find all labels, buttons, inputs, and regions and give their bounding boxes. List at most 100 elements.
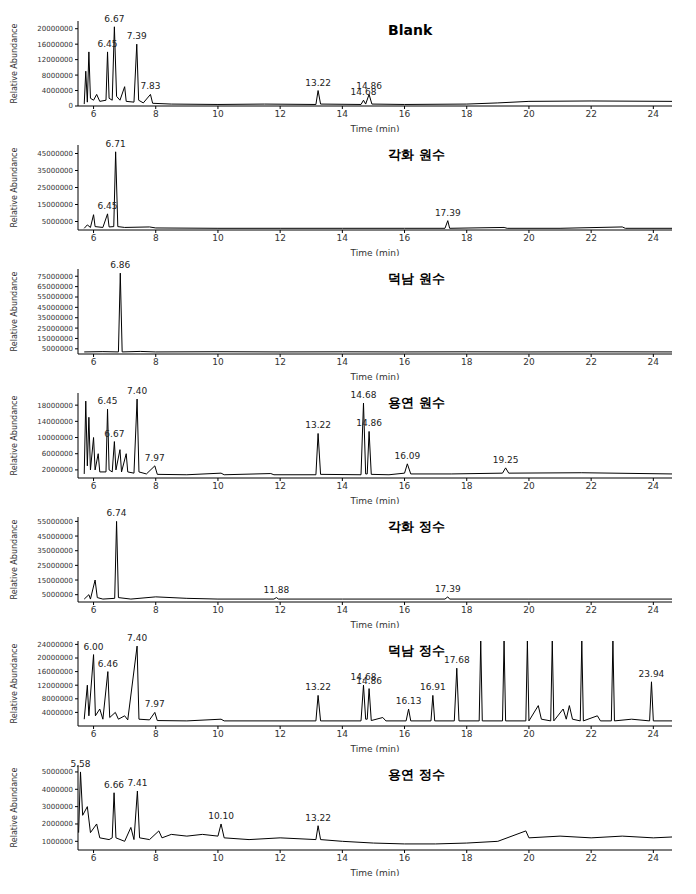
- svg-text:55000000: 55000000: [37, 518, 73, 526]
- svg-text:15000000: 15000000: [37, 335, 73, 343]
- svg-text:10: 10: [212, 109, 224, 119]
- svg-text:25000000: 25000000: [37, 184, 73, 192]
- svg-text:14.86: 14.86: [356, 81, 382, 91]
- svg-text:4000000: 4000000: [42, 786, 73, 794]
- svg-text:20: 20: [523, 233, 535, 243]
- svg-text:20: 20: [523, 109, 535, 119]
- svg-text:14: 14: [337, 357, 349, 367]
- svg-text:23.94: 23.94: [639, 669, 665, 679]
- svg-text:18: 18: [461, 481, 473, 491]
- svg-text:6000000: 6000000: [42, 450, 73, 458]
- svg-text:10: 10: [212, 357, 224, 367]
- svg-text:Time (min): Time (min): [350, 372, 400, 380]
- svg-text:12: 12: [274, 481, 285, 491]
- svg-text:14.86: 14.86: [356, 676, 382, 686]
- svg-text:12: 12: [274, 357, 285, 367]
- svg-text:12000000: 12000000: [37, 682, 73, 690]
- svg-text:16: 16: [399, 109, 411, 119]
- svg-text:45000000: 45000000: [37, 150, 73, 158]
- svg-text:Relative Abundance: Relative Abundance: [10, 23, 19, 103]
- svg-text:8: 8: [153, 605, 159, 615]
- svg-text:12: 12: [274, 729, 285, 739]
- svg-text:17.39: 17.39: [435, 208, 461, 218]
- svg-text:8: 8: [153, 853, 159, 863]
- svg-text:6.67: 6.67: [104, 14, 124, 24]
- svg-text:Time (min): Time (min): [350, 248, 400, 256]
- svg-text:22: 22: [585, 853, 596, 863]
- svg-text:35000000: 35000000: [37, 314, 73, 322]
- svg-text:12000000: 12000000: [37, 56, 73, 64]
- svg-text:8: 8: [153, 481, 159, 491]
- svg-text:8: 8: [153, 233, 159, 243]
- svg-text:2000000: 2000000: [42, 466, 73, 474]
- svg-text:14: 14: [337, 605, 349, 615]
- svg-text:7.83: 7.83: [140, 81, 160, 91]
- svg-text:45000000: 45000000: [37, 304, 73, 312]
- svg-text:14.86: 14.86: [356, 418, 382, 428]
- svg-text:55000000: 55000000: [37, 293, 73, 301]
- svg-text:4000000: 4000000: [42, 709, 73, 717]
- svg-text:16.09: 16.09: [394, 451, 420, 461]
- svg-text:7.97: 7.97: [145, 699, 165, 709]
- svg-text:24: 24: [648, 109, 660, 119]
- svg-text:14: 14: [337, 109, 349, 119]
- svg-text:24: 24: [648, 481, 660, 491]
- svg-text:6.74: 6.74: [107, 508, 127, 518]
- svg-text:1000000: 1000000: [42, 838, 73, 846]
- svg-text:10: 10: [212, 233, 224, 243]
- svg-text:10.10: 10.10: [208, 811, 234, 821]
- svg-text:6.00: 6.00: [84, 642, 104, 652]
- svg-text:12: 12: [274, 605, 285, 615]
- svg-text:14: 14: [337, 729, 349, 739]
- svg-text:15000000: 15000000: [37, 577, 73, 585]
- svg-text:11.88: 11.88: [264, 585, 290, 595]
- svg-text:24000000: 24000000: [37, 641, 73, 649]
- svg-text:6: 6: [91, 357, 97, 367]
- svg-text:6: 6: [91, 233, 97, 243]
- svg-text:75000000: 75000000: [37, 273, 73, 281]
- svg-text:7.40: 7.40: [127, 386, 147, 396]
- svg-text:7.97: 7.97: [145, 453, 165, 463]
- svg-text:20: 20: [523, 729, 535, 739]
- svg-text:6.86: 6.86: [110, 260, 130, 270]
- svg-text:12: 12: [274, 853, 285, 863]
- svg-text:18: 18: [461, 605, 473, 615]
- svg-text:4000000: 4000000: [42, 87, 73, 95]
- svg-text:16: 16: [399, 729, 411, 739]
- svg-text:7.39: 7.39: [127, 31, 147, 41]
- svg-text:16: 16: [399, 481, 411, 491]
- svg-text:Time (min): Time (min): [350, 744, 400, 752]
- svg-text:24: 24: [648, 357, 660, 367]
- svg-text:5000000: 5000000: [42, 591, 73, 599]
- svg-text:12: 12: [274, 233, 285, 243]
- svg-text:5000000: 5000000: [42, 218, 73, 226]
- svg-text:7.41: 7.41: [127, 778, 147, 788]
- svg-text:17.68: 17.68: [444, 655, 470, 665]
- svg-text:20: 20: [523, 853, 535, 863]
- svg-text:22: 22: [585, 481, 596, 491]
- svg-text:24: 24: [648, 605, 660, 615]
- svg-text:13.22: 13.22: [305, 682, 331, 692]
- svg-text:Relative Abundance: Relative Abundance: [10, 767, 19, 847]
- svg-text:18: 18: [461, 357, 473, 367]
- svg-text:14.68: 14.68: [351, 390, 377, 400]
- svg-text:12: 12: [274, 109, 285, 119]
- svg-text:24: 24: [648, 853, 660, 863]
- svg-text:Time (min): Time (min): [350, 124, 400, 132]
- svg-text:17.39: 17.39: [435, 584, 461, 594]
- svg-text:Relative Abundance: Relative Abundance: [10, 519, 19, 599]
- svg-text:15000000: 15000000: [37, 201, 73, 209]
- svg-text:6: 6: [91, 605, 97, 615]
- svg-text:7.40: 7.40: [127, 633, 147, 643]
- svg-text:18: 18: [461, 853, 473, 863]
- svg-text:6.67: 6.67: [104, 429, 124, 439]
- svg-text:Time (min): Time (min): [350, 620, 400, 628]
- svg-text:10000000: 10000000: [37, 434, 73, 442]
- svg-text:16.13: 16.13: [396, 696, 422, 706]
- svg-text:16000000: 16000000: [37, 41, 73, 49]
- svg-text:16: 16: [399, 233, 411, 243]
- svg-text:18: 18: [461, 233, 473, 243]
- svg-text:10: 10: [212, 605, 224, 615]
- svg-text:10: 10: [212, 481, 224, 491]
- svg-text:6: 6: [91, 729, 97, 739]
